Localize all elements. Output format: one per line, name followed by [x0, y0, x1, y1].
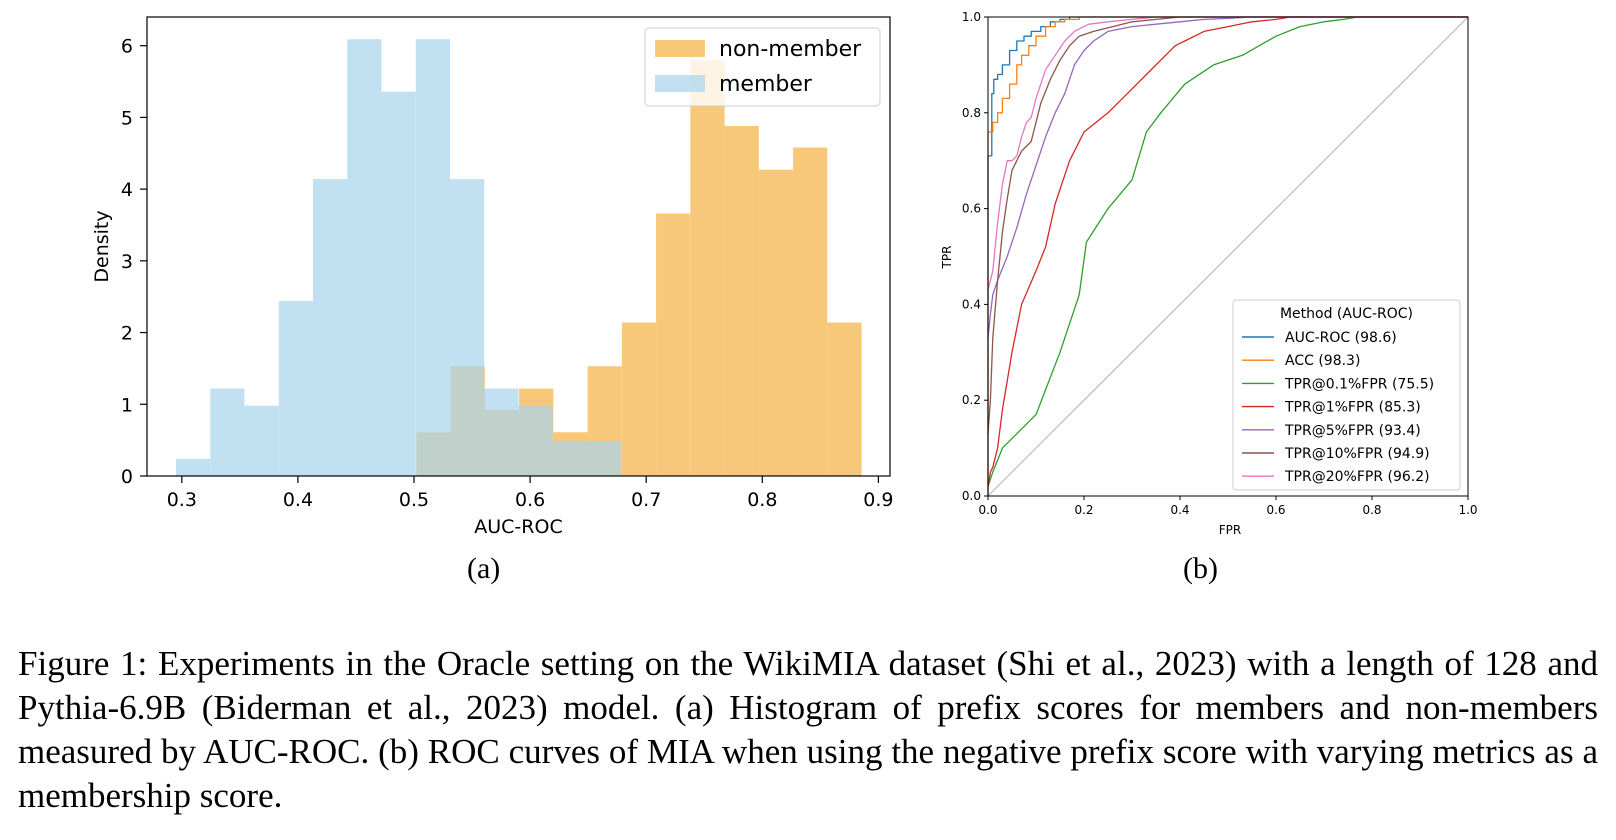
- b-x-tick-label-1: 0.2: [1074, 503, 1093, 517]
- y-tick-label-4: 4: [121, 179, 133, 201]
- b-y-tick-label-0: 0.0: [962, 489, 981, 503]
- bar-member-6: [381, 91, 416, 477]
- y-tick-label-6: 6: [121, 36, 133, 58]
- x-tick-label-3: 0.6: [515, 489, 545, 511]
- b-legend-label-5: TPR@10%FPR (94.9): [1284, 446, 1430, 462]
- bar-non-member-9: [724, 126, 759, 476]
- b-x-tick-label-4: 0.8: [1362, 503, 1381, 517]
- b-y-axis-label: TPR: [940, 246, 954, 270]
- bar-member-2: [244, 405, 279, 476]
- bar-member-12: [586, 440, 622, 476]
- chance-diagonal: [987, 16, 1469, 497]
- roc-line-6: [987, 16, 1468, 291]
- b-legend-label-6: TPR@20%FPR (96.2): [1284, 469, 1430, 485]
- bar-non-member-12: [827, 322, 862, 476]
- legend-label-non-member: non-member: [719, 37, 862, 62]
- y-tick-label-5: 5: [121, 107, 133, 129]
- legend-label-member: member: [719, 72, 813, 97]
- x-tick-label-6: 0.9: [863, 489, 893, 511]
- x-axis-label: AUC-ROC: [474, 516, 562, 538]
- roc-line-1: [987, 16, 1468, 496]
- b-y-tick-label-1: 0.2: [962, 393, 981, 407]
- b-legend-label-4: TPR@5%FPR (93.4): [1284, 423, 1421, 439]
- b-x-axis-label: FPR: [1219, 523, 1241, 537]
- bar-member-7: [415, 39, 451, 476]
- roc-line-4: [987, 16, 1468, 338]
- roc-chart: 0.0 0.2 0.4 0.6 0.8 1.0 0.0 0.2 0.4 0.6 0.8 1.0 FPR T…: [940, 10, 1478, 537]
- y-tick-label-0: 0: [121, 466, 133, 488]
- x-tick-label-4: 0.7: [631, 489, 661, 511]
- b-x-tick-label-3: 0.6: [1266, 503, 1285, 517]
- bar-non-member-6: [621, 322, 657, 476]
- b-x-tick-label-2: 0.4: [1170, 503, 1189, 517]
- x-tick-label-0: 0.3: [167, 489, 197, 511]
- bar-member-4: [313, 179, 348, 476]
- bar-member-1: [210, 388, 245, 476]
- roc-line-2: [987, 16, 1468, 487]
- y-axis-label: Density: [91, 210, 113, 282]
- legend-swatch-member: [655, 75, 705, 92]
- y-tick-label-1: 1: [121, 394, 133, 416]
- bar-member-11: [552, 440, 587, 476]
- b-legend-label-1: ACC (98.3): [1285, 353, 1360, 369]
- bar-member-9: [484, 388, 519, 476]
- bar-non-member-10: [758, 169, 794, 477]
- y-tick-label-3: 3: [121, 251, 133, 273]
- bar-member-0: [176, 458, 211, 476]
- roc-line-0: [987, 16, 1468, 496]
- panel-a-label: (a): [467, 552, 501, 585]
- bar-member-10: [518, 405, 553, 476]
- bar-member-8: [450, 179, 485, 476]
- b-legend-title: Method (AUC-ROC): [1280, 306, 1413, 322]
- legend-swatch-non-member: [655, 40, 705, 57]
- b-x-tick-label-5: 1.0: [1458, 503, 1477, 517]
- x-tick-label-1: 0.4: [283, 489, 313, 511]
- histogram-chart: 0.3 0.4 0.5 0.6 0.7 0.8 0.9 0 1 2 3 4 5 6 AUC-ROC Densi…: [91, 16, 894, 538]
- b-legend-label-2: TPR@0.1%FPR (75.5): [1284, 376, 1434, 392]
- bar-non-member-11: [793, 147, 828, 476]
- bar-member-3: [278, 301, 314, 476]
- x-tick-label-2: 0.5: [399, 489, 429, 511]
- b-legend-label-3: TPR@1%FPR (85.3): [1284, 400, 1421, 416]
- roc-line-3: [987, 16, 1468, 487]
- axes-frame: [146, 16, 891, 477]
- axes-frame-b: [987, 16, 1469, 497]
- b-y-tick-label-3: 0.6: [962, 202, 981, 216]
- b-y-tick-label-2: 0.4: [962, 297, 981, 311]
- figure-caption: Figure 1: Experiments in the Oracle sett…: [18, 644, 1598, 815]
- bar-member-5: [347, 39, 382, 476]
- b-legend-box: [1232, 299, 1461, 491]
- panel-b-label: (b): [1183, 552, 1218, 585]
- x-tick-label-5: 0.8: [747, 489, 777, 511]
- b-x-tick-label-0: 0.0: [978, 503, 997, 517]
- b-legend-label-0: AUC-ROC (98.6): [1285, 330, 1397, 346]
- b-y-tick-label-5: 1.0: [962, 10, 981, 24]
- roc-line-5: [987, 16, 1468, 434]
- bar-non-member-8: [690, 60, 725, 476]
- b-y-tick-label-4: 0.8: [962, 106, 981, 120]
- y-tick-label-2: 2: [121, 323, 133, 345]
- bar-non-member-7: [656, 213, 691, 476]
